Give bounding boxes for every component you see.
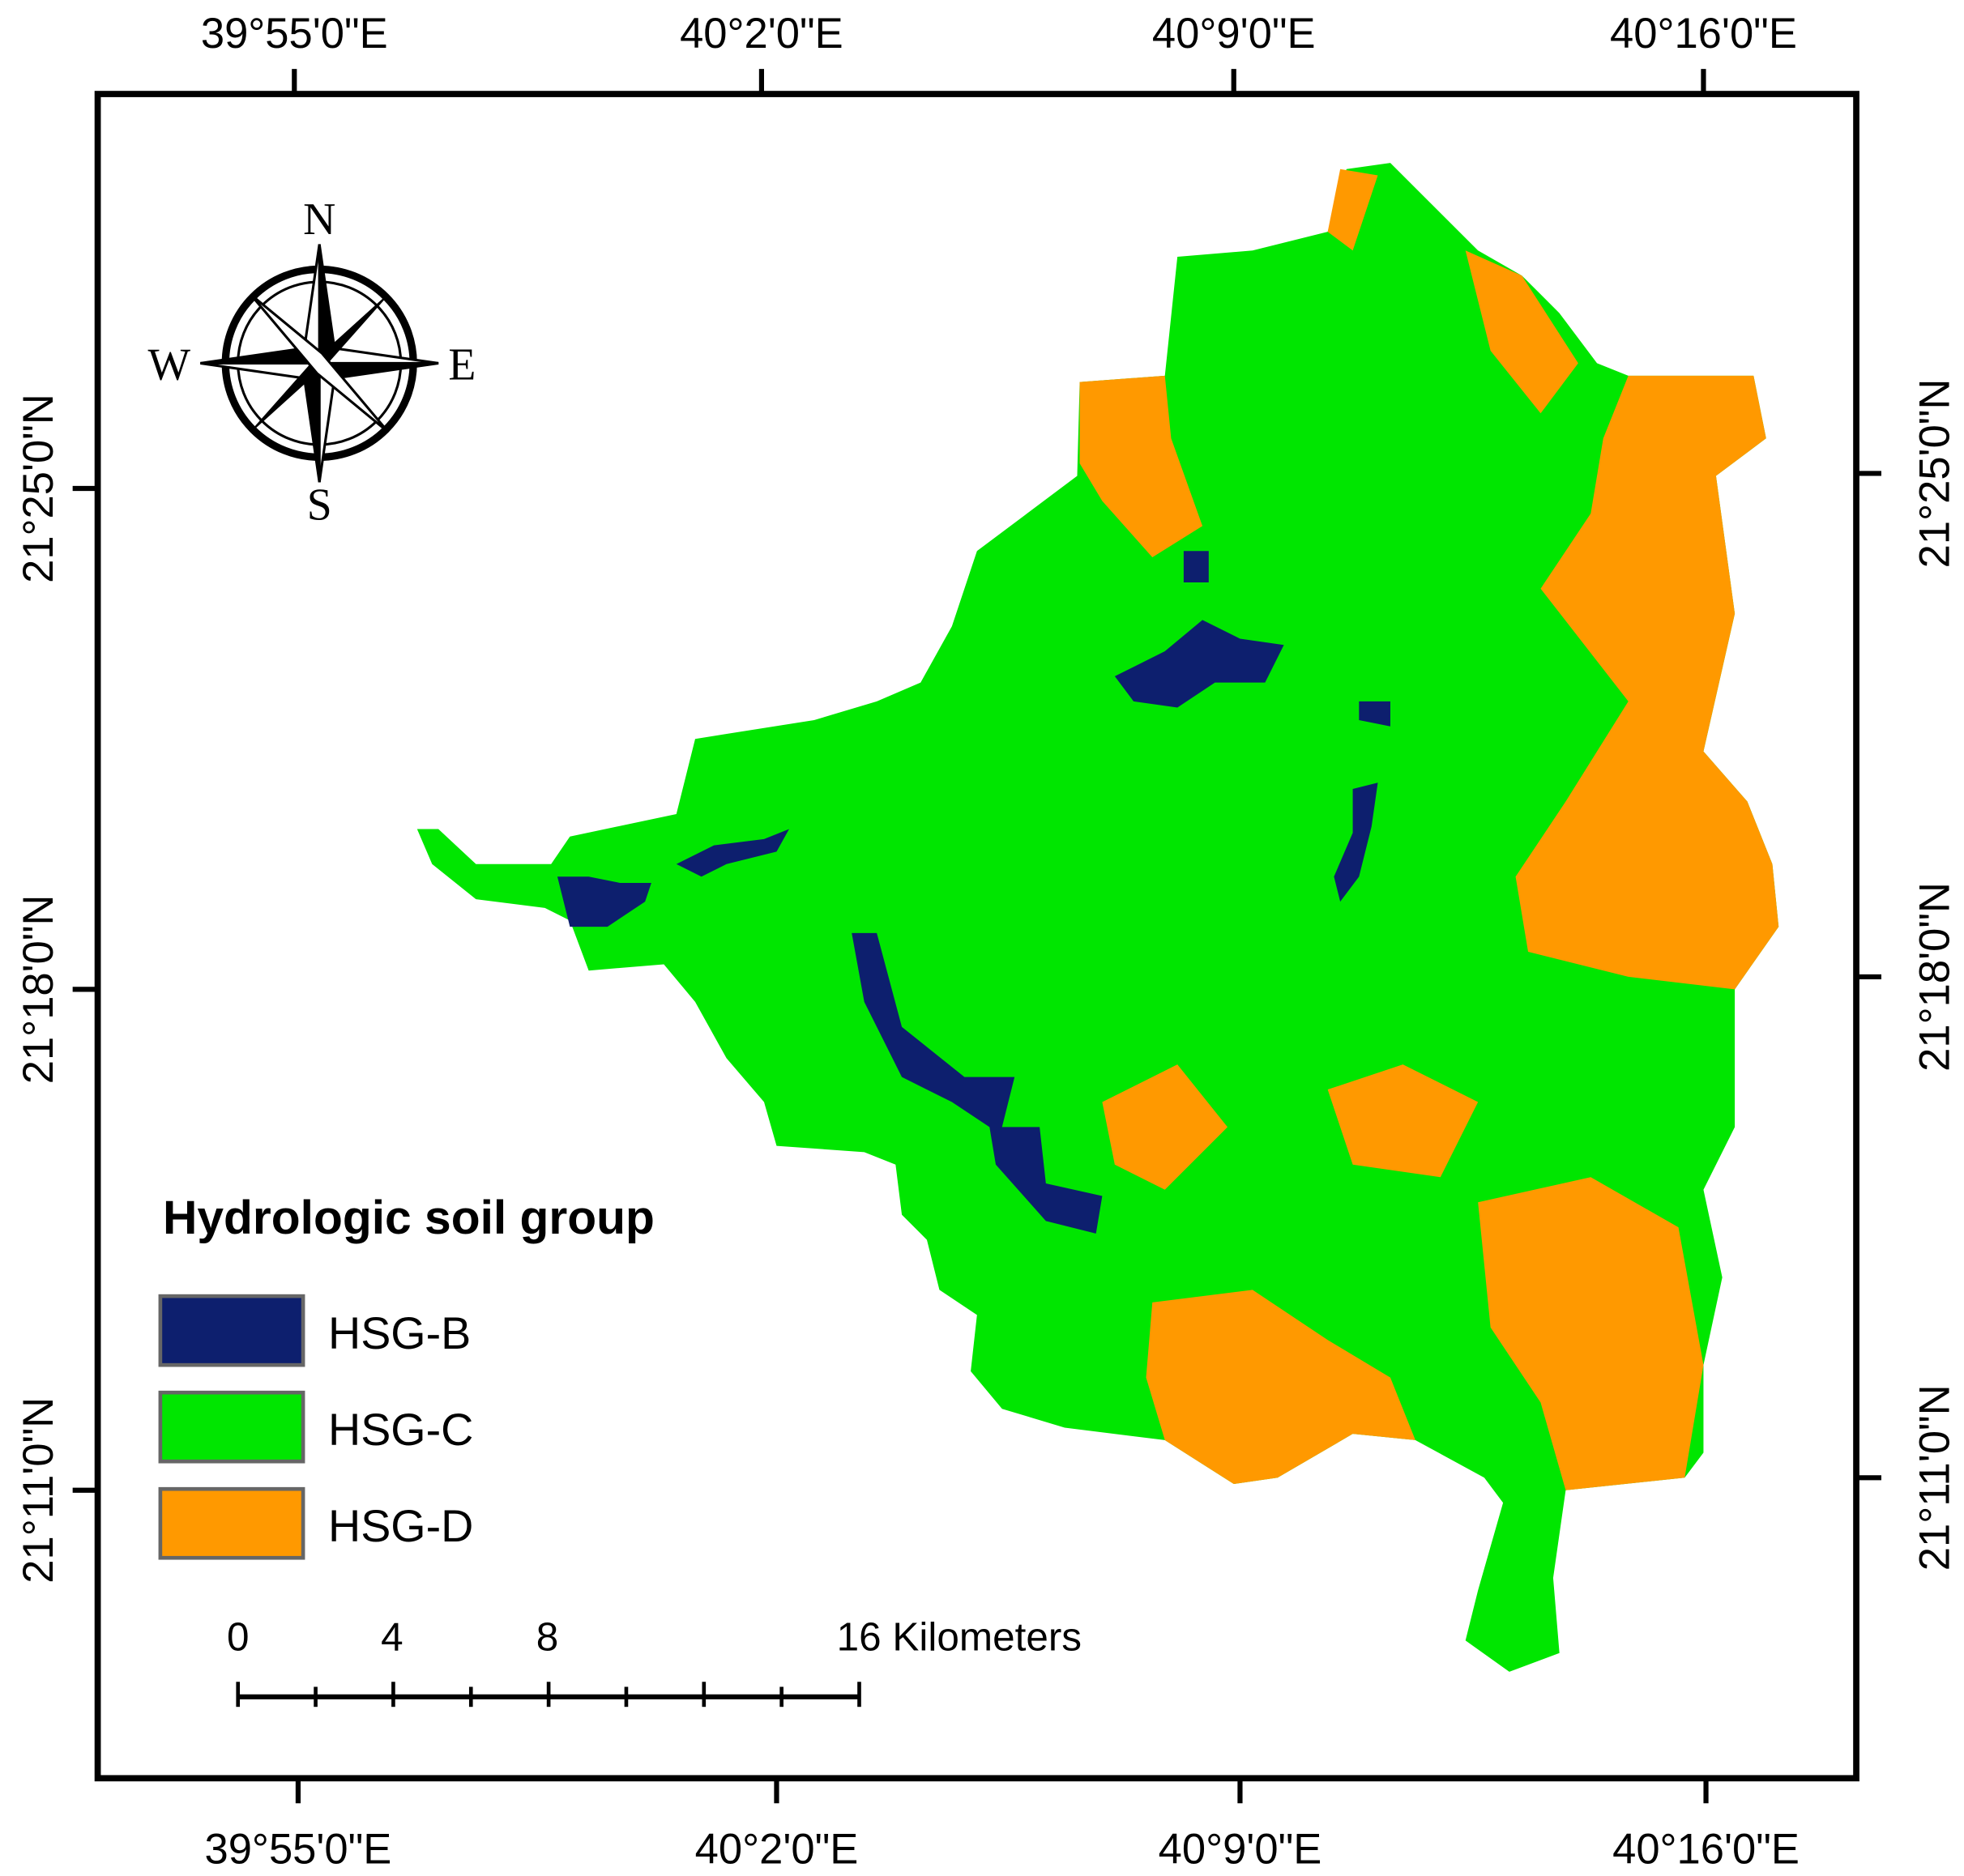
legend-title: Hydrologic soil group bbox=[163, 1192, 655, 1244]
hsg-d-region bbox=[1327, 168, 1378, 251]
scale-label: 4 bbox=[381, 1615, 403, 1660]
compass-star bbox=[319, 363, 439, 378]
compass-w: W bbox=[147, 340, 190, 390]
lat-label-right: 21°18'0"N bbox=[1911, 882, 1958, 1072]
legend: HSG-B HSG-C HSG-D bbox=[158, 1294, 473, 1560]
lat-label-right: 21°11'0"N bbox=[1911, 1384, 1958, 1571]
hsg-d-region bbox=[1079, 375, 1203, 558]
lon-label-top: 40°9'0"E bbox=[1152, 10, 1316, 58]
lon-label-top: 39°55'0"E bbox=[201, 10, 388, 58]
hsg-b-region bbox=[1114, 620, 1284, 708]
scale-label: 16 Kilometers bbox=[837, 1615, 1082, 1660]
lon-label-top: 40°2'0"E bbox=[680, 10, 843, 58]
hsg-b-region bbox=[1334, 782, 1378, 902]
compass-star bbox=[250, 293, 390, 433]
compass-e: E bbox=[448, 340, 476, 390]
legend-label: HSG-B bbox=[328, 1308, 471, 1358]
hsg-d-region bbox=[1327, 1064, 1479, 1178]
lon-label-bottom: 40°2'0"E bbox=[695, 1825, 859, 1873]
scale-label: 8 bbox=[536, 1615, 559, 1660]
lat-label-left: 21°25'0"N bbox=[15, 394, 62, 583]
scale-bar: 0 4 8 16 Kilometers bbox=[227, 1615, 1082, 1708]
hsg-d-region bbox=[1515, 375, 1779, 990]
hsg-b-region bbox=[852, 932, 1103, 1234]
lat-label-right: 21°25'0"N bbox=[1911, 379, 1958, 569]
hsg-b-region bbox=[676, 829, 789, 877]
lon-label-top: 40°16'0"E bbox=[1610, 10, 1797, 58]
legend-swatch bbox=[158, 1294, 305, 1367]
compass-s: S bbox=[307, 480, 332, 531]
legend-swatch bbox=[158, 1390, 305, 1464]
lat-label-left: 21°11'0"N bbox=[15, 1397, 62, 1584]
compass-n: N bbox=[303, 194, 335, 245]
lat-label-left: 21°18'0"N bbox=[15, 894, 62, 1084]
legend-swatch bbox=[158, 1486, 305, 1560]
lon-label-bottom: 40°9'0"E bbox=[1159, 1825, 1322, 1873]
hsg-d-region bbox=[1465, 250, 1578, 414]
hsg-b-region bbox=[1359, 701, 1390, 727]
compass-rose: N E S W bbox=[147, 194, 476, 530]
compass-star bbox=[200, 347, 320, 364]
legend-label: HSG-C bbox=[328, 1405, 473, 1455]
lon-label-bottom: 40°16'0"E bbox=[1612, 1825, 1800, 1873]
hsg-d-region bbox=[1146, 1290, 1415, 1485]
compass-star bbox=[319, 244, 335, 364]
scale-label: 0 bbox=[227, 1615, 250, 1660]
soil-regions bbox=[416, 163, 1779, 1672]
coordinate-labels: 39°55'0"E 40°2'0"E 40°9'0"E 40°16'0"E 39°55'… bbox=[15, 10, 1959, 1874]
hsg-b-region bbox=[1183, 551, 1209, 582]
compass-star bbox=[304, 363, 320, 483]
hsg-b-region bbox=[557, 876, 651, 927]
lon-label-bottom: 39°55'0"E bbox=[204, 1825, 391, 1873]
legend-label: HSG-D bbox=[328, 1501, 473, 1551]
hsg-d-region bbox=[1102, 1064, 1228, 1190]
hsg-c-region bbox=[416, 163, 1779, 1672]
hsg-d-region bbox=[1478, 1177, 1704, 1490]
